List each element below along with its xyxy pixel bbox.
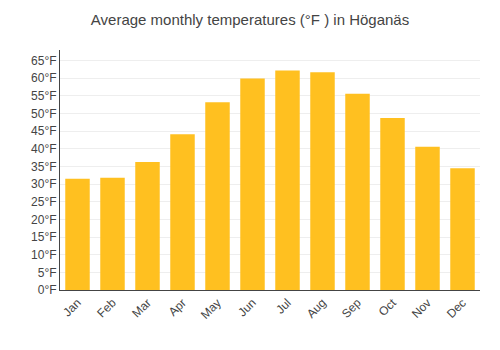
svg-text:30°F: 30°F	[31, 177, 56, 191]
svg-text:35°F: 35°F	[31, 160, 56, 174]
svg-text:0°F: 0°F	[38, 283, 57, 297]
svg-text:65°F: 65°F	[31, 54, 56, 68]
svg-text:Jul: Jul	[273, 296, 294, 317]
svg-text:Feb: Feb	[94, 296, 119, 321]
svg-text:55°F: 55°F	[31, 89, 56, 103]
svg-text:Mar: Mar	[129, 296, 154, 321]
svg-text:45°F: 45°F	[31, 124, 56, 138]
svg-text:50°F: 50°F	[31, 107, 56, 121]
svg-text:15°F: 15°F	[31, 230, 56, 244]
svg-text:Dec: Dec	[444, 296, 469, 321]
svg-text:Nov: Nov	[409, 296, 434, 321]
svg-text:Average monthly temperatures (: Average monthly temperatures (°F ) in Hö…	[91, 11, 409, 28]
svg-text:Jan: Jan	[60, 296, 84, 320]
svg-text:Sep: Sep	[339, 296, 364, 321]
svg-text:Aug: Aug	[304, 296, 329, 321]
svg-text:20°F: 20°F	[31, 213, 56, 227]
svg-text:5°F: 5°F	[38, 266, 57, 280]
svg-text:Jun: Jun	[235, 296, 259, 320]
svg-text:60°F: 60°F	[31, 71, 56, 85]
svg-text:May: May	[198, 296, 224, 322]
svg-text:Oct: Oct	[376, 295, 400, 319]
svg-text:25°F: 25°F	[31, 195, 56, 209]
svg-text:Apr: Apr	[166, 296, 189, 319]
svg-text:40°F: 40°F	[31, 142, 56, 156]
svg-text:10°F: 10°F	[31, 248, 56, 262]
